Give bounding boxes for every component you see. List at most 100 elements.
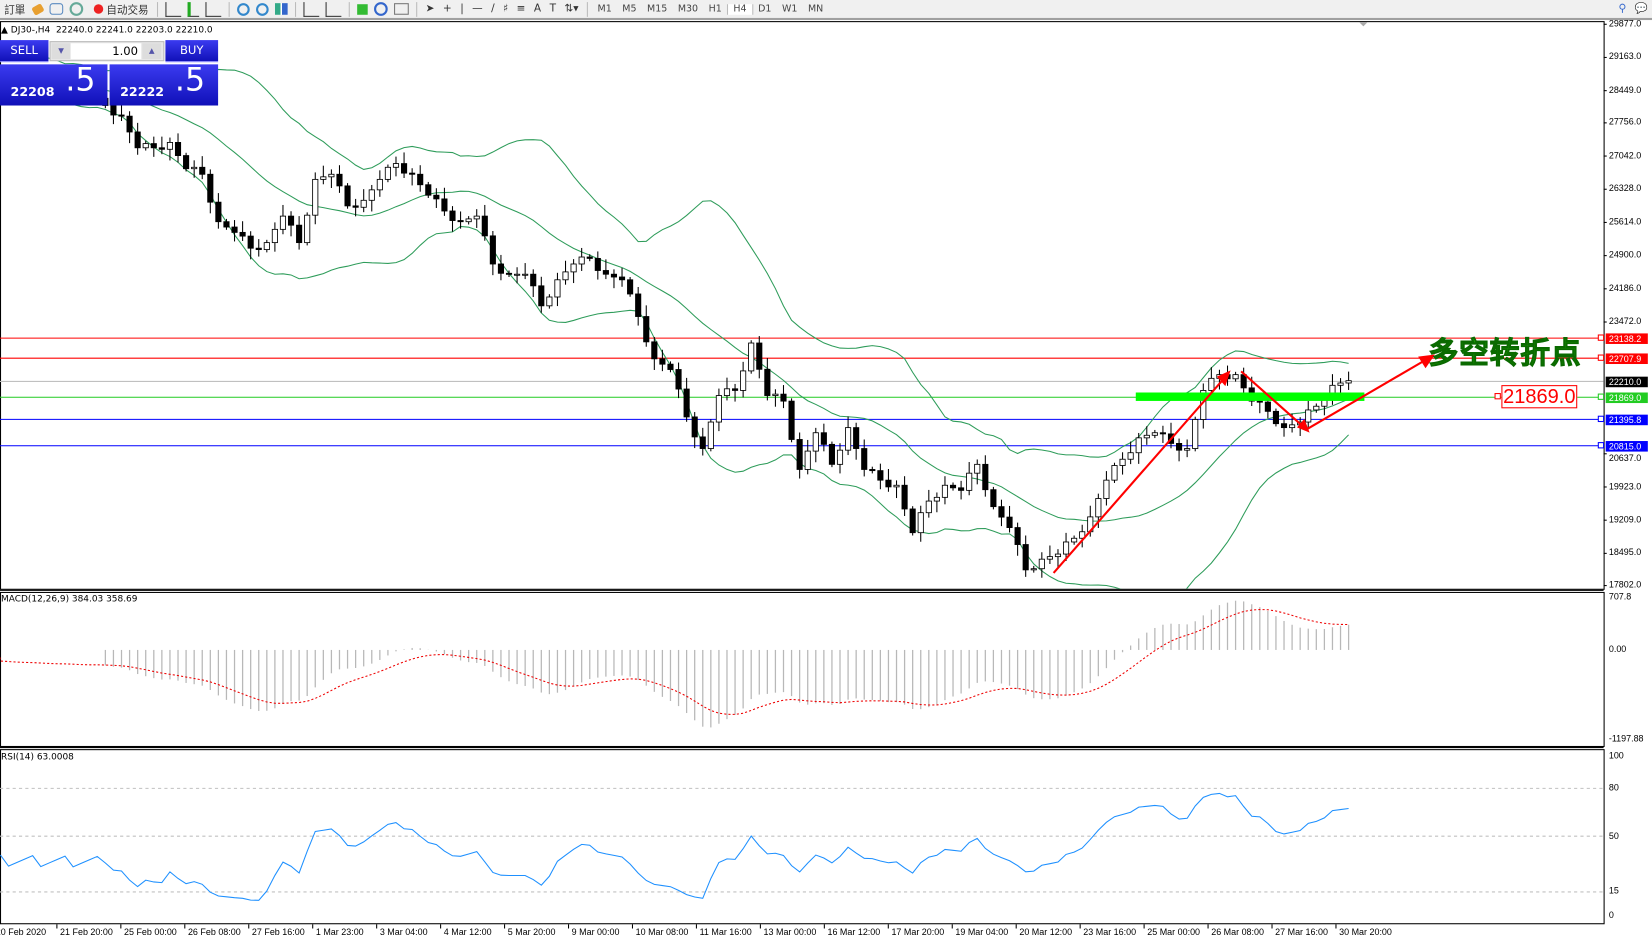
search-icon[interactable]: ⚲ [1618, 3, 1627, 15]
candle [1071, 535, 1078, 545]
lot-decrease-button[interactable]: ▼ [51, 43, 71, 60]
zoom-out-icon[interactable] [256, 2, 269, 16]
level-price-label: 20815.0 [1605, 440, 1648, 452]
timeframe-h4[interactable]: H4 [727, 3, 753, 15]
candle [1046, 545, 1053, 565]
auto-trading-button[interactable]: 自动交易 [86, 1, 152, 17]
price-axis-label: 20637.0 [1608, 452, 1642, 463]
candle-body [1111, 465, 1118, 481]
macd-pane-frame [0, 591, 1605, 748]
turning-point-annotation[interactable]: 多空转折点 [1428, 335, 1582, 371]
candle-body [1289, 424, 1296, 429]
lot-size-input[interactable]: 1.00 [70, 43, 142, 60]
candle [1054, 549, 1062, 568]
trendline-tool[interactable]: / [491, 3, 495, 15]
timeframe-w1[interactable]: W1 [782, 3, 798, 15]
candle-body [199, 166, 206, 175]
price-axis-label: 29877.0 [1608, 17, 1642, 29]
candle [764, 358, 771, 401]
chart-shift-icon[interactable] [325, 1, 342, 17]
equidistant-channel-tool[interactable]: ♯ [503, 3, 509, 15]
timeframe-d1[interactable]: D1 [758, 3, 772, 15]
candle [635, 287, 642, 326]
toolbar-separator [228, 1, 230, 17]
auto-trading-stop-icon [93, 4, 104, 14]
price-axis-label: 19209.0 [1608, 513, 1642, 525]
sell-button[interactable]: SELL [0, 40, 49, 63]
candle-body [1272, 410, 1280, 425]
collapse-arrow-icon[interactable]: ▲ [1, 25, 8, 36]
candle [877, 463, 884, 490]
candle [150, 136, 157, 157]
candle-body [150, 143, 157, 149]
candle-body [1014, 527, 1021, 545]
timeframe-h1[interactable]: H1 [708, 3, 722, 15]
lot-stepper: ▼ 1.00 ▲ [49, 41, 165, 62]
timeframe-m1[interactable]: M1 [597, 3, 612, 15]
candle [812, 427, 819, 463]
timeframe-m30[interactable]: M30 [677, 3, 699, 15]
candle-body [941, 484, 949, 498]
text-tool[interactable]: A [533, 3, 542, 15]
candle-body [756, 342, 763, 370]
candle [538, 276, 545, 313]
periods-clock-icon[interactable] [374, 2, 388, 16]
candle-body [804, 450, 811, 470]
vertical-line-tool[interactable]: | [460, 3, 464, 15]
templates-icon[interactable] [394, 3, 409, 15]
timeframe-mn[interactable]: MN [807, 3, 824, 15]
candle-body [780, 393, 787, 402]
candle [691, 412, 698, 449]
price-axis-label: 27042.0 [1608, 149, 1642, 161]
arrows-tool[interactable]: ⇅▾ [564, 3, 579, 15]
candle-body [457, 220, 464, 223]
sell-price-button[interactable]: 22208 .5 [0, 62, 108, 106]
buy-price-button[interactable]: 22222 .5 [109, 62, 219, 106]
bar-chart-icon[interactable] [165, 1, 182, 17]
buy-button[interactable]: BUY [165, 40, 219, 63]
time-axis-label: 3 Mar 04:00 [379, 926, 428, 937]
candle [392, 156, 400, 177]
crosshair-tool[interactable]: + [442, 3, 452, 15]
horizontal-line-tool[interactable]: — [472, 3, 483, 15]
auto-scroll-icon[interactable] [303, 1, 320, 17]
text-label-tool[interactable]: T [549, 3, 557, 15]
candle [610, 269, 618, 289]
rsi-axis-label: 0 [1608, 909, 1614, 921]
sell-price-pips: .5 [65, 62, 96, 100]
candle [869, 466, 876, 474]
signals-icon[interactable] [49, 3, 64, 15]
cursor-tool[interactable]: ➤ [425, 3, 435, 15]
indicators-icon[interactable] [357, 3, 368, 15]
zoom-in-icon[interactable] [237, 2, 250, 16]
timeframe-m15[interactable]: M15 [647, 3, 668, 15]
candle-body [1280, 423, 1288, 429]
candle [1313, 403, 1320, 413]
candle [1184, 439, 1191, 458]
price-label-annotation[interactable]: 21869.0 [1501, 385, 1578, 409]
timeframe-m5[interactable]: M5 [622, 3, 637, 15]
candle-body [998, 506, 1005, 518]
toolbar-separator [416, 1, 418, 17]
sell-label: SELL [10, 43, 39, 57]
radio-icon[interactable] [69, 2, 84, 16]
new-order-button[interactable]: 訂單 [0, 1, 30, 17]
level-handle [1597, 393, 1605, 400]
chat-icon[interactable]: 💬 [1634, 3, 1648, 15]
candle-body [772, 393, 779, 396]
candle-body [861, 448, 868, 470]
candle [457, 211, 464, 229]
lot-increase-button[interactable]: ▲ [142, 43, 162, 60]
tile-windows-icon[interactable] [274, 3, 288, 15]
candle [828, 441, 835, 468]
line-chart-icon[interactable] [205, 1, 222, 17]
candle-body [958, 487, 965, 491]
candle-body [707, 421, 714, 449]
candle-body [1022, 544, 1029, 571]
chart-header: ▲ DJ30-,H4 22240.0 22241.0 22203.0 22210… [1, 25, 213, 36]
fibonacci-tool[interactable]: ≡ [516, 3, 526, 15]
level-handle [1597, 334, 1605, 341]
candle [667, 361, 674, 373]
candlestick-icon[interactable] [187, 1, 200, 17]
